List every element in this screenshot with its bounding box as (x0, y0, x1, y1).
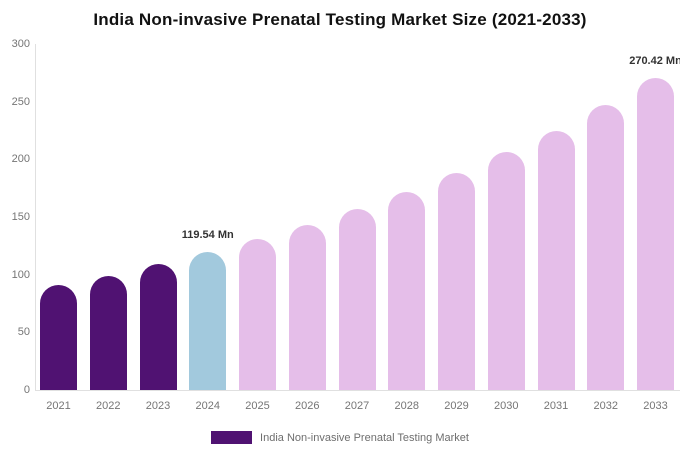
y-axis-line (35, 44, 36, 390)
bar-2021[interactable] (40, 285, 77, 390)
bar-2028[interactable] (388, 191, 426, 390)
y-axis-tick-label: 100 (11, 268, 30, 281)
x-axis-tick-label: 2025 (245, 400, 270, 412)
legend-swatch (211, 431, 253, 444)
x-axis-line (35, 390, 680, 391)
y-axis-tick-label: 300 (11, 38, 30, 50)
bar-2027[interactable] (338, 208, 376, 390)
y-axis-tick-label: 0 (23, 384, 30, 396)
x-axis-tick-label: 2022 (96, 400, 121, 412)
bar-2026[interactable] (288, 225, 326, 390)
x-axis-tick-label: 2031 (543, 400, 569, 412)
x-axis-tick-label: 2032 (593, 400, 618, 412)
x-axis-tick-label: 2023 (145, 400, 171, 412)
bar-2025[interactable] (239, 238, 276, 390)
bar-2031[interactable] (537, 130, 575, 390)
data-label-2033: 270.42 Mn (629, 55, 680, 68)
y-axis-tick-label: 250 (11, 95, 30, 108)
x-axis-tick-label: 2026 (295, 400, 320, 412)
bar-2024[interactable] (189, 252, 227, 390)
bar-2022[interactable] (89, 275, 127, 390)
bar-2030[interactable] (487, 152, 525, 390)
y-axis-tick-label: 50 (17, 326, 30, 339)
legend-label: India Non-invasive Prenatal Testing Mark… (260, 431, 469, 444)
x-axis-tick-label: 2021 (46, 400, 71, 412)
legend[interactable]: India Non-invasive Prenatal Testing Mark… (0, 431, 680, 444)
x-axis-tick-label: 2033 (643, 400, 668, 412)
x-axis-tick-label: 2027 (344, 400, 370, 412)
x-axis-tick-label: 2024 (195, 400, 220, 412)
y-axis-tick-label: 200 (11, 153, 30, 166)
x-axis-tick-label: 2030 (494, 400, 519, 412)
y-axis-tick-label: 150 (11, 211, 30, 223)
x-axis-tick-label: 2029 (444, 400, 469, 412)
bar-2023[interactable] (139, 264, 177, 390)
chart-title: India Non-invasive Prenatal Testing Mark… (93, 10, 587, 29)
bar-2032[interactable] (587, 105, 625, 390)
bar-2033[interactable] (637, 78, 674, 390)
bar-2029[interactable] (438, 173, 475, 390)
x-axis-tick-label: 2028 (394, 400, 419, 412)
data-label-2024: 119.54 Mn (181, 229, 234, 242)
